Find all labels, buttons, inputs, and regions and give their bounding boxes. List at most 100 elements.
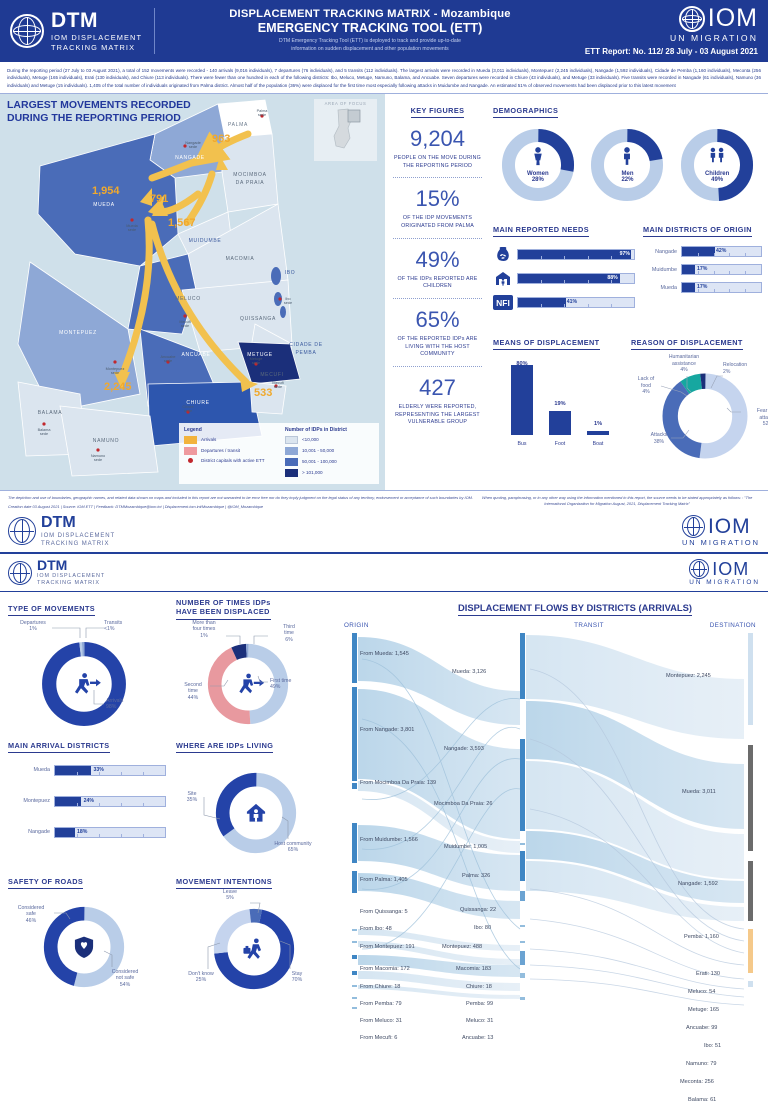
needs-row-nfi[interactable]: NFI 41% <box>493 294 635 311</box>
svg-text:ANCUABE: ANCUABE <box>181 352 210 358</box>
key-figure-caption-4: ELDERLY WERE REPORTED, REPRESENTING THE … <box>395 404 480 426</box>
origin-row-muidumbe[interactable]: Muidumbe 17% <box>643 264 762 276</box>
svg-text:Mueda: Mueda <box>126 224 138 228</box>
reason-block: REASON OF DISPLACEMENT Humanitarian assis… <box>631 332 768 464</box>
sankey-transit-label-6: Ibo: 80 <box>474 924 492 931</box>
svg-text:Namuno: Namuno <box>91 454 105 458</box>
map-disclaimer: The depiction and use of boundaries, geo… <box>8 495 473 501</box>
svg-text:QUISSANGA: QUISSANGA <box>240 316 276 322</box>
donut-men-label: Men <box>621 171 634 178</box>
sankey-dest-label-4: Erati: 130 <box>696 970 720 977</box>
origin-bar-nangade: 42% <box>681 246 762 258</box>
reason-label-attacks: Attacks 38% <box>650 432 668 445</box>
sankey-dest-label-3: Pemba: 1,160 <box>684 933 719 940</box>
citation-note: When quoting, paraphrasing, or in any ot… <box>481 495 753 507</box>
times-displaced-chart[interactable]: More than four times 1% Third time 6% Second… <box>176 620 334 730</box>
origins-heading: MAIN DISTRICTS OF ORIGIN <box>643 225 752 238</box>
safety-chart[interactable]: Considered safe 46% Considered not safe 54% <box>8 889 166 1001</box>
needs-bar-food: 97% <box>517 249 635 261</box>
means-value-foot: 19% <box>554 401 566 408</box>
key-figure-value-0: 9,204 <box>409 126 466 152</box>
needs-bar-shelter: 88% <box>517 273 635 285</box>
iom-logo-footer: IOM UN MIGRATION <box>681 514 760 548</box>
type-of-movements-heading: TYPE OF MOVEMENTS <box>8 604 96 616</box>
key-figure-value-3: 65% <box>415 307 460 333</box>
charts-column: DEMOGRAPHICS Women 28% <box>489 94 768 490</box>
means-label-boat: Boat <box>592 441 604 448</box>
svg-text:MONTEPUEZ: MONTEPUEZ <box>59 330 97 336</box>
origin-row-mueda[interactable]: Mueda 17% <box>643 282 762 294</box>
sankey-dest-label-1: Mueda: 3,011 <box>682 788 716 795</box>
iom-tagline: UN MIGRATION <box>669 33 758 43</box>
legend-item-arrivals: Arrivals <box>184 436 279 445</box>
donut-women-label: Women <box>527 171 549 178</box>
sankey-diagram[interactable]: From Mueda: 1,545 From Nangade: 3,801 Fr… <box>344 629 764 1103</box>
mozambique-outline-icon <box>333 108 361 149</box>
svg-text:MELUCO: MELUCO <box>175 296 201 302</box>
idps-living-block: WHERE ARE IDPs LIVING Site 35% Host commu… <box>176 735 334 865</box>
sankey-origin-label-1: From Nangade: 3,801 <box>360 726 415 733</box>
svg-text:MOCIMBOA: MOCIMBOA <box>233 172 266 178</box>
donut-men[interactable]: Men 22% <box>588 126 666 209</box>
svg-text:PALMA: PALMA <box>228 122 248 128</box>
origin-label-mueda: Mueda <box>660 284 677 291</box>
reason-label-lack-food: Lack of food 4% <box>637 376 655 396</box>
donut-women[interactable]: Women 28% <box>499 126 577 209</box>
svg-text:Ibo: Ibo <box>285 297 290 301</box>
reason-donut-chart[interactable]: Humanitarian assistance 4% Lack of food 4% R… <box>631 354 768 464</box>
svg-text:DA PRAIA: DA PRAIA <box>236 180 265 186</box>
arrival-row-mueda[interactable]: Mueda 33% <box>8 764 166 776</box>
means-label-bus: Bus <box>517 441 527 448</box>
svg-text:Balama: Balama <box>38 428 52 432</box>
sankey-destination-nodes <box>748 632 753 987</box>
summary-paragraph: During the reporting period (27 July to … <box>0 62 768 95</box>
arrival-value-montepuez: 24% <box>83 797 94 804</box>
reason-label-humanitarian: Humanitarian assistance 4% <box>668 354 700 374</box>
flow-label-533: 533 <box>254 387 272 399</box>
dtm-logo: DTM IOM DISPLACEMENT TRACKING MATRIX <box>10 8 156 54</box>
origin-bar-muidumbe: 17% <box>681 264 762 276</box>
times-displaced-heading: NUMBER OF TIMES IDPs HAVE BEEN DISPLACED <box>176 598 271 620</box>
capital-dot-icon <box>188 458 193 464</box>
scale-swatch-3 <box>285 458 298 467</box>
sankey-dest-label-8: Ibo: 51 <box>704 1042 722 1049</box>
arrival-districts-block: MAIN ARRIVAL DISTRICTS Mueda 33% Montepu… <box>8 735 166 865</box>
type-label-transits: Transits <1% <box>104 619 123 633</box>
type-of-movements-chart[interactable]: Departures 1% Transits <1% Arrivals 98% <box>8 616 166 731</box>
donut-children[interactable]: Children 49% <box>678 126 756 209</box>
svg-text:sede: sede <box>164 359 172 363</box>
idps-living-chart[interactable]: Site 35% Host community 65% <box>176 753 334 865</box>
svg-text:METUGE: METUGE <box>247 352 273 358</box>
flow-label-1567: 1,567 <box>168 217 196 229</box>
needs-value-food: 97% <box>619 251 630 258</box>
sankey-dest-label-6: Metuge: 165 <box>688 1006 720 1013</box>
intentions-chart[interactable]: Leave 5% Don't know 25% Stay 70% <box>176 889 334 1001</box>
means-bar-foot <box>549 411 571 436</box>
svg-text:MUIDUMBE: MUIDUMBE <box>189 238 222 244</box>
flow-label-1954: 1,954 <box>92 185 120 197</box>
origin-row-nangade[interactable]: Nangade 42% <box>643 246 762 258</box>
arrival-row-nangade[interactable]: Nangade 18% <box>8 826 166 838</box>
mozambique-map[interactable]: LARGEST MOVEMENTS RECORDED DURING THE RE… <box>0 94 385 491</box>
svg-text:sede: sede <box>284 301 292 305</box>
safety-block: SAFETY OF ROADS Considered safe 46% Consid… <box>8 871 166 1001</box>
page1-logos: DTM IOM DISPLACEMENT TRACKING MATRIX IOM… <box>0 512 768 554</box>
arrival-row-montepuez[interactable]: Montepuez 24% <box>8 795 166 807</box>
key-figure-caption-2: OF THE IDPs REPORTED ARE CHILDREN <box>397 275 478 290</box>
needs-row-shelter[interactable]: 88% <box>493 270 635 287</box>
arrival-value-mueda: 33% <box>93 766 104 773</box>
sankey-origin-label-8: From Macomia: 172 <box>360 965 410 972</box>
legend-item-departures: Departures / transit <box>184 447 279 456</box>
sankey-transit-label-7: Montepuez: 488 <box>442 943 483 950</box>
sankey-title: DISPLACEMENT FLOWS BY DISTRICTS (ARRIVAL… <box>457 602 693 616</box>
sankey-transit-label-0: Mueda: 3,126 <box>452 668 487 675</box>
needs-row-food[interactable]: 97% <box>493 246 635 263</box>
page2-header: DTM IOM DISPLACEMENT TRACKING MATRIX IOM… <box>0 554 768 592</box>
needs-value-shelter: 88% <box>607 275 618 282</box>
svg-text:sede: sede <box>189 145 197 149</box>
arrival-districts-heading: MAIN ARRIVAL DISTRICTS <box>8 741 110 753</box>
legend-item-capitals: District capitals with active ETT <box>184 458 279 464</box>
sankey-dest-label-7: Ancuabe: 99 <box>686 1024 718 1031</box>
means-bar-chart[interactable]: 80% Bus 19% Foot 1% Boat <box>493 359 623 447</box>
